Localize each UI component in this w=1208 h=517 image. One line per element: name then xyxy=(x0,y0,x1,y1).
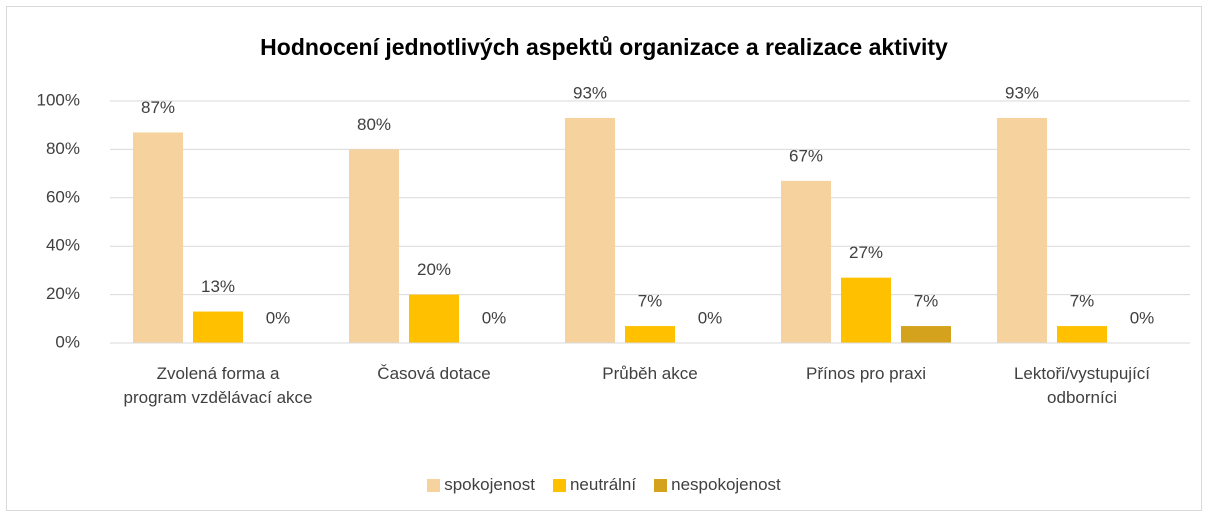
data-label: 7% xyxy=(1070,292,1095,311)
bar xyxy=(409,294,459,343)
legend-label: spokojenost xyxy=(444,475,535,494)
legend-item: spokojenost xyxy=(427,475,535,495)
data-label: 0% xyxy=(1130,308,1155,327)
data-label: 20% xyxy=(417,260,451,279)
data-label: 67% xyxy=(789,146,823,165)
bar xyxy=(349,149,399,343)
data-label: 27% xyxy=(849,243,883,262)
legend-label: nespokojenost xyxy=(671,475,781,494)
data-label: 7% xyxy=(638,292,663,311)
legend-swatch xyxy=(552,478,566,492)
legend-swatch xyxy=(427,478,441,492)
data-label: 87% xyxy=(141,98,175,117)
bar xyxy=(841,277,891,343)
bar xyxy=(565,117,615,343)
chart-title: Hodnocení jednotlivých aspektů organizac… xyxy=(260,34,948,60)
data-label: 0% xyxy=(698,308,723,327)
data-label: 0% xyxy=(266,308,291,327)
x-tick-label: Přínos pro praxi xyxy=(806,364,926,383)
legend-item: neutrální xyxy=(552,475,637,495)
bar xyxy=(901,326,951,343)
data-label: 80% xyxy=(357,115,391,134)
x-tick-label: Lektoři/vystupující odborníci xyxy=(1013,364,1151,407)
bar xyxy=(1057,326,1107,343)
y-tick-label: 0% xyxy=(55,332,80,351)
y-tick-label: 60% xyxy=(46,187,80,206)
data-label: 93% xyxy=(1005,83,1039,102)
legend-swatch xyxy=(654,478,668,492)
data-label: 13% xyxy=(201,277,235,296)
data-label: 0% xyxy=(482,308,507,327)
legend-label: neutrální xyxy=(569,475,637,494)
legend-item: nespokojenost xyxy=(654,475,781,495)
bar xyxy=(997,117,1047,343)
y-tick-label: 40% xyxy=(46,236,80,255)
x-tick-label: Zvolená forma a program vzdělávací akce xyxy=(123,364,313,407)
y-tick-label: 80% xyxy=(46,139,80,158)
y-tick-label: 100% xyxy=(37,90,80,109)
bar xyxy=(193,311,243,343)
bar xyxy=(133,132,183,343)
bar xyxy=(781,180,831,343)
x-tick-label: Časová dotace xyxy=(377,364,491,383)
x-tick-label: Průběh akce xyxy=(602,364,698,383)
data-label: 93% xyxy=(573,83,607,102)
y-tick-label: 20% xyxy=(46,284,80,303)
legend: spokojenost neutrální nespokojenost xyxy=(0,475,1208,495)
data-label: 7% xyxy=(914,292,939,311)
bar xyxy=(625,326,675,343)
